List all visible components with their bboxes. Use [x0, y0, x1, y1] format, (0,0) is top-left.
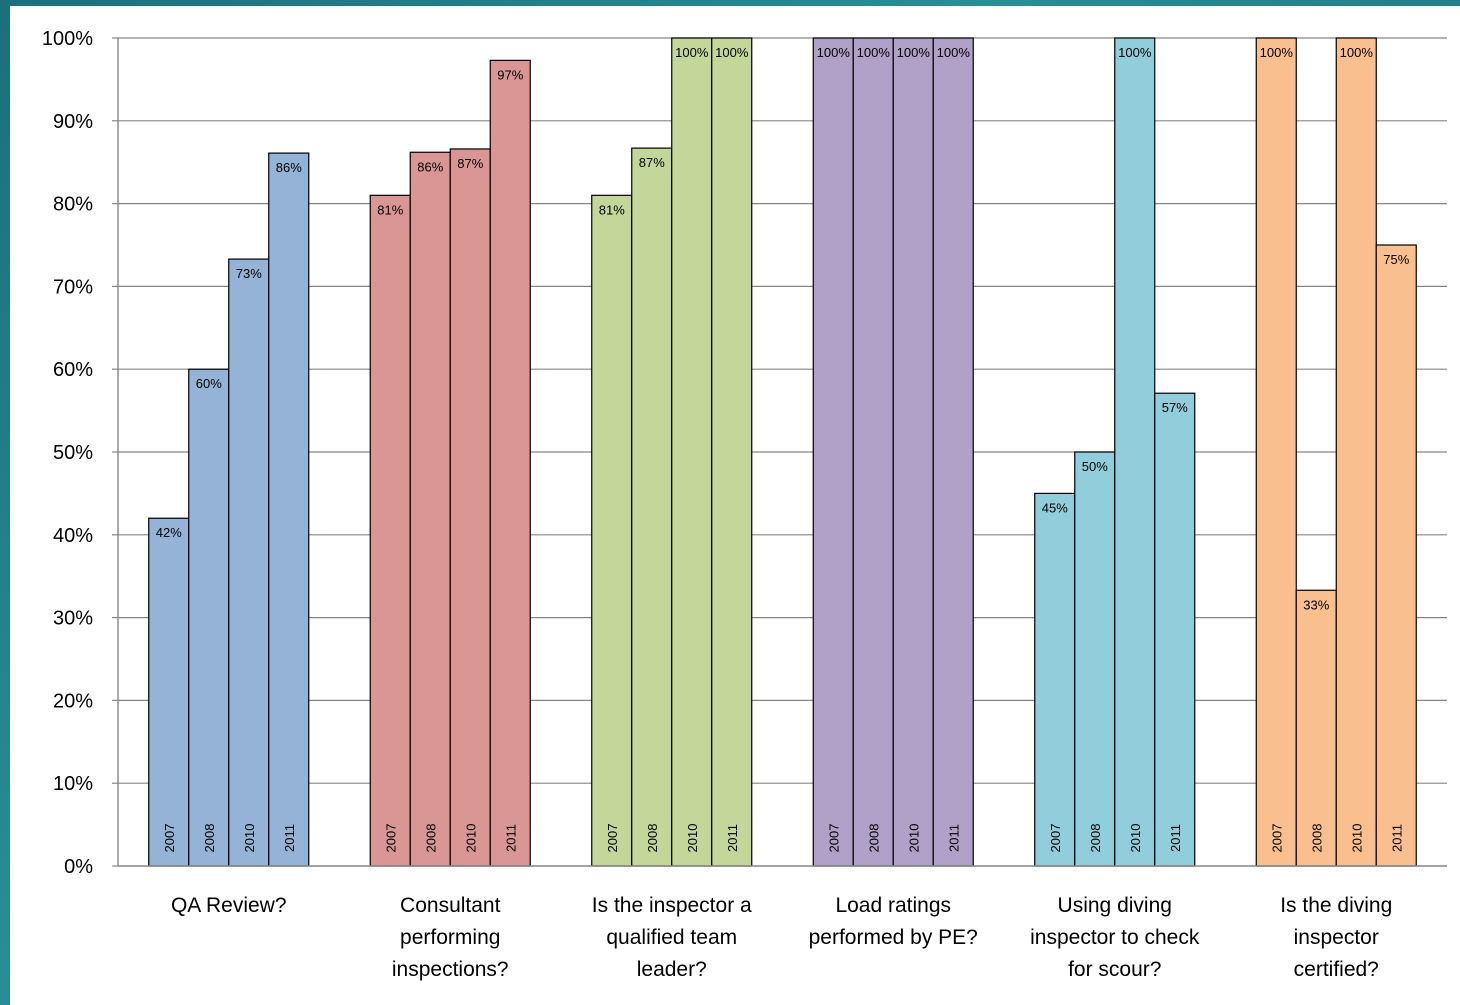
- bar: [449, 148, 491, 867]
- bar: [671, 37, 713, 867]
- y-tick-label: 50%: [53, 442, 93, 464]
- bar-value-label: 42%: [156, 525, 182, 540]
- category-label: leader?: [637, 958, 707, 981]
- bar: [1335, 37, 1377, 867]
- bar-year-label: 2007: [162, 824, 177, 853]
- bar-value-label: 100%: [857, 45, 891, 60]
- bar-year-label: 2010: [1128, 824, 1143, 853]
- bar-value-label: 100%: [817, 45, 851, 60]
- bar-year-label: 2010: [906, 824, 921, 853]
- bar: [1154, 392, 1196, 867]
- y-tick-label: 70%: [53, 276, 93, 298]
- chart-panel: 0% 10% 20% 30% 40% 50% 60% 70% 80% 90% 100% 42% 2007…: [10, 6, 1460, 1005]
- bar-value-label: 57%: [1162, 400, 1188, 415]
- category-label: inspections?: [392, 958, 509, 981]
- bar-year-label: 2007: [383, 824, 398, 853]
- bar-value-label: 50%: [1082, 459, 1108, 474]
- bar-year-label: 2008: [1088, 824, 1103, 853]
- bar-value-label: 100%: [1340, 45, 1374, 60]
- category-label: Consultant: [400, 894, 501, 917]
- bar-value-label: 100%: [715, 45, 749, 60]
- y-tick-label: 80%: [53, 194, 93, 216]
- bar-value-label: 100%: [675, 45, 709, 60]
- bar: [711, 37, 753, 867]
- bar-year-label: 2010: [463, 824, 478, 853]
- bar: [148, 517, 190, 867]
- bar: [1114, 37, 1156, 867]
- bar-year-label: 2008: [202, 824, 217, 853]
- bar-value-label: 100%: [1260, 45, 1294, 60]
- category-label: Is the inspector a: [592, 894, 752, 917]
- bar-year-label: 2008: [645, 824, 660, 853]
- bar: [228, 258, 270, 867]
- bar-year-label: 2008: [1309, 824, 1324, 853]
- bar-year-label: 2007: [1269, 824, 1284, 853]
- y-tick-label: 40%: [53, 525, 93, 547]
- bar: [852, 37, 894, 867]
- bar-year-label: 2010: [1349, 824, 1364, 853]
- y-tick-label: 10%: [53, 773, 93, 795]
- y-tick-label: 90%: [53, 111, 93, 133]
- bar-year-label: 2010: [685, 824, 700, 853]
- category-label: inspector: [1294, 926, 1379, 949]
- category-label: Using diving: [1058, 894, 1172, 917]
- y-tick-label: 100%: [42, 28, 93, 50]
- category-label: performing: [400, 926, 500, 949]
- bar: [369, 194, 411, 867]
- bar-year-label: 2007: [605, 824, 620, 853]
- bar-year-label: 2011: [282, 824, 297, 852]
- bar-value-label: 100%: [897, 45, 931, 60]
- category-label: QA Review?: [171, 894, 287, 917]
- bar-value-label: 86%: [276, 160, 302, 175]
- bar-year-label: 2008: [866, 824, 881, 853]
- bar-year-label: 2010: [242, 824, 257, 853]
- bar: [188, 368, 230, 867]
- bar-value-label: 45%: [1042, 500, 1068, 515]
- y-tick-label: 0%: [64, 856, 93, 878]
- bar-year-label: 2007: [1048, 824, 1063, 853]
- bar-year-label: 2011: [946, 824, 961, 852]
- y-tick-label: 60%: [53, 359, 93, 381]
- bar: [812, 37, 854, 867]
- category-label: inspector to check: [1030, 926, 1200, 949]
- bar-value-label: 97%: [497, 67, 523, 82]
- category-label: performed by PE?: [809, 926, 978, 949]
- bar: [489, 59, 531, 867]
- category-label: Is the diving: [1280, 894, 1392, 917]
- bar-value-label: 73%: [236, 266, 262, 281]
- bar: [1375, 244, 1417, 867]
- y-tick-label: 20%: [53, 690, 93, 712]
- bar: [631, 147, 673, 867]
- bar-chart: 0% 10% 20% 30% 40% 50% 60% 70% 80% 90% 100% 42% 2007…: [42, 28, 1447, 981]
- category-label: Load ratings: [835, 894, 951, 917]
- category-label: certified?: [1294, 958, 1379, 981]
- bar-value-label: 75%: [1383, 252, 1409, 267]
- bar-value-label: 100%: [937, 45, 971, 60]
- bar: [1074, 451, 1116, 867]
- bar-year-label: 2011: [1389, 824, 1404, 852]
- category-label: qualified team: [606, 926, 737, 949]
- bar: [268, 152, 310, 867]
- bar-value-label: 81%: [599, 202, 625, 217]
- bar-value-label: 100%: [1118, 45, 1152, 60]
- bar-value-label: 81%: [377, 202, 403, 217]
- bar: [932, 37, 974, 867]
- bar-year-label: 2011: [1168, 824, 1183, 852]
- bar-value-label: 60%: [196, 376, 222, 391]
- bar: [591, 194, 633, 867]
- bar: [409, 151, 451, 867]
- bar-year-label: 2007: [826, 824, 841, 853]
- bar-year-label: 2008: [423, 824, 438, 853]
- y-tick-label: 30%: [53, 608, 93, 630]
- bar-year-label: 2011: [725, 824, 740, 852]
- bar-year-label: 2011: [503, 824, 518, 852]
- bar-value-label: 87%: [639, 155, 665, 170]
- bar: [1034, 492, 1076, 867]
- bar-value-label: 33%: [1303, 597, 1329, 612]
- bar-value-label: 87%: [457, 156, 483, 171]
- bar-value-label: 86%: [417, 159, 443, 174]
- bar: [892, 37, 934, 867]
- bar: [1255, 37, 1297, 867]
- category-label: for scour?: [1068, 958, 1161, 981]
